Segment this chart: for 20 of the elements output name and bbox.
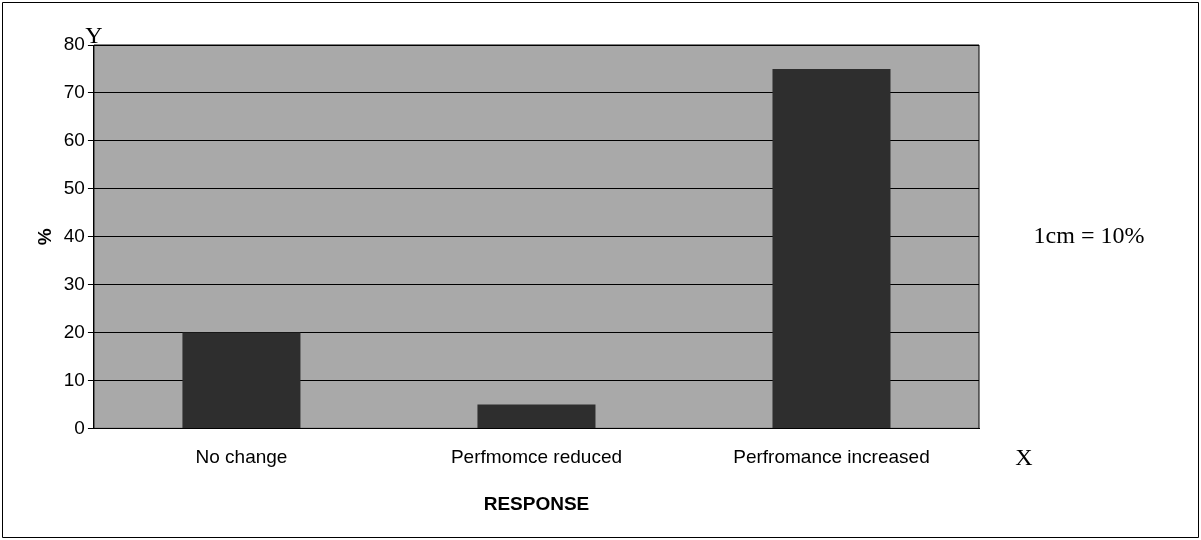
x-axis-title: RESPONSE xyxy=(483,492,590,514)
x-tick-label: Perfmomce reduced xyxy=(450,446,623,468)
y-tick-label: 80 xyxy=(63,33,85,55)
bar xyxy=(182,332,301,428)
bar xyxy=(772,68,891,428)
x-tick-label: Perfromance increased xyxy=(733,446,930,468)
text: 1cm = 10% xyxy=(1033,222,1145,248)
y-tick-label: 50 xyxy=(63,177,85,199)
y-tick-label: 30 xyxy=(63,272,85,294)
y-tick-label: 20 xyxy=(63,320,85,342)
y-tick-label: 70 xyxy=(63,81,85,103)
text: X xyxy=(1015,443,1033,470)
y-axis-title: % xyxy=(33,228,55,246)
x-tick-label: No change xyxy=(195,446,288,468)
y-tick-label: 60 xyxy=(63,129,85,151)
y-tick-label: 10 xyxy=(63,368,85,390)
y-tick-label: 0 xyxy=(74,416,85,438)
y-tick-label: 40 xyxy=(63,224,85,246)
annotation: Y xyxy=(85,22,103,49)
bar xyxy=(477,404,596,428)
